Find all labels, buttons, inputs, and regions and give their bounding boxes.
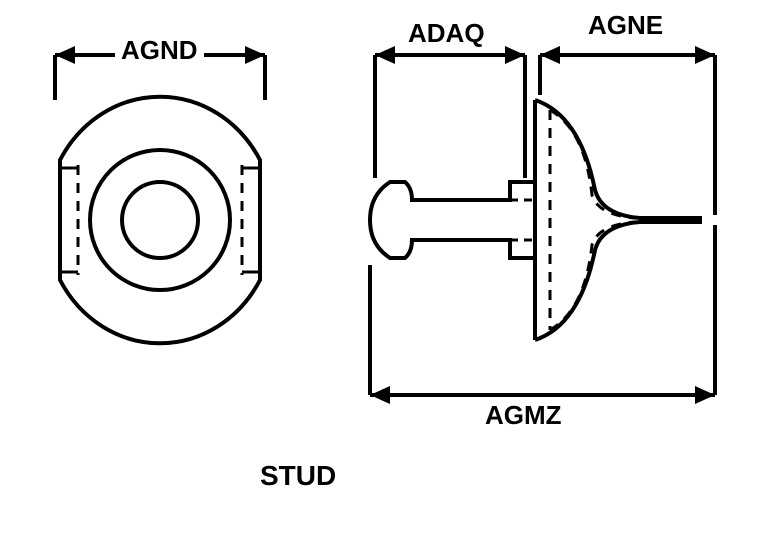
agne-dimension (340, 0, 760, 220)
agmz-label: AGMZ (485, 400, 562, 431)
agne-label: AGNE (588, 10, 663, 41)
agnd-label: AGND (115, 35, 204, 66)
agmz-dimension (340, 220, 760, 420)
diagram-title: STUD (260, 460, 336, 492)
stud-diagram: AGND ADAQ AGNE (0, 0, 766, 533)
